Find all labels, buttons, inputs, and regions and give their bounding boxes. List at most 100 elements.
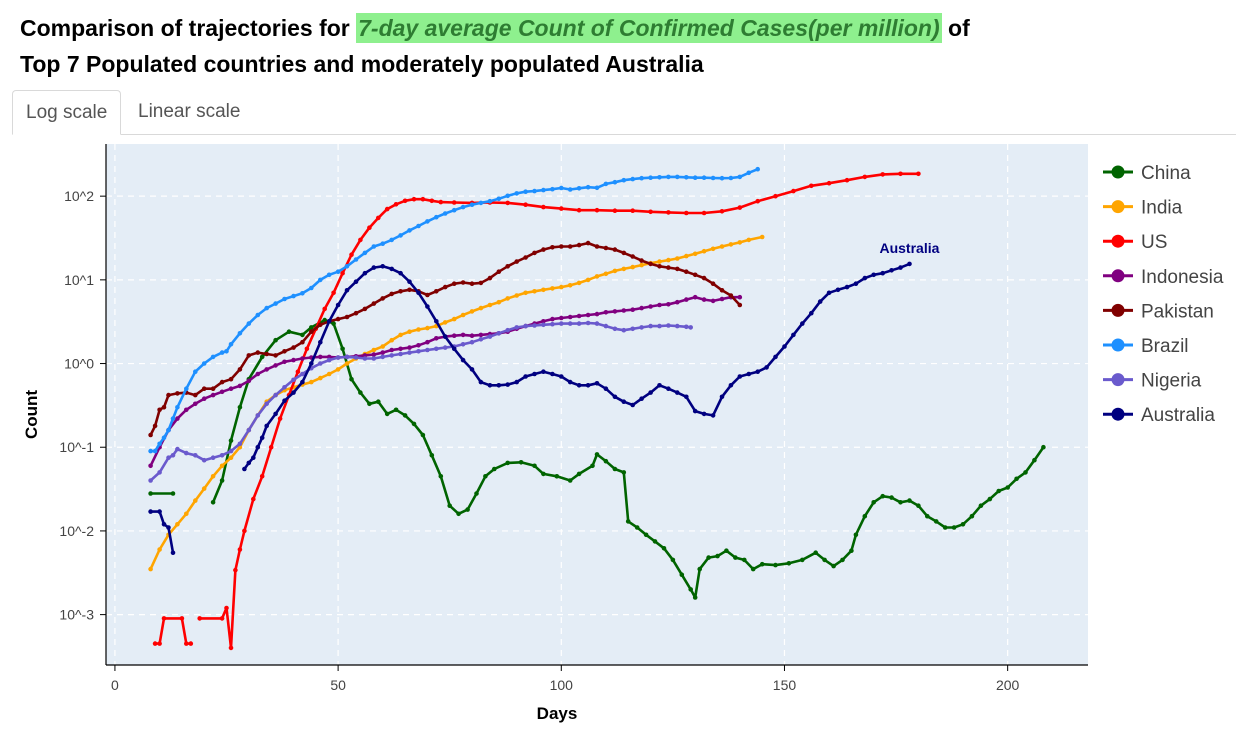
us-point (451, 200, 457, 205)
us-point (349, 252, 354, 257)
pakistan-point (291, 345, 296, 350)
pakistan-point (657, 264, 662, 269)
legend-item-china[interactable]: China (1103, 163, 1191, 184)
australia-point (451, 346, 457, 352)
australia-point (585, 383, 591, 388)
brazil-point (152, 448, 158, 454)
australia-point (344, 288, 350, 293)
australia-point (246, 460, 252, 466)
tab-linear-scale[interactable]: Linear scale (138, 101, 241, 122)
legend-item-indonesia[interactable]: Indonesia (1103, 267, 1224, 288)
us-point (259, 474, 265, 479)
us-point (237, 547, 243, 552)
pakistan-point (273, 353, 278, 358)
nigeria-point (612, 326, 618, 332)
china-point (670, 557, 676, 563)
brazil-point (612, 179, 618, 185)
us-point (880, 172, 885, 177)
us-point (791, 188, 796, 194)
brazil-point (701, 175, 707, 180)
legend-item-pakistan[interactable]: Pakistan (1103, 301, 1214, 322)
grid (106, 144, 1088, 665)
india-point (157, 547, 162, 552)
nigeria-point (326, 357, 332, 363)
legend-item-nigeria[interactable]: Nigeria (1103, 371, 1202, 392)
us-point (844, 177, 850, 183)
nigeria-point (318, 361, 323, 366)
indonesia-point (603, 310, 609, 315)
tab-log-scale[interactable]: Log scale (12, 90, 122, 135)
legend-item-brazil[interactable]: Brazil (1103, 336, 1189, 357)
india-point (523, 290, 528, 296)
us-point (331, 290, 336, 296)
australia-point (469, 367, 475, 372)
brazil-point (487, 198, 493, 204)
nigeria-point (210, 455, 216, 461)
brazil-point (559, 185, 564, 191)
australia-point (523, 374, 528, 379)
pakistan-point (666, 265, 671, 270)
australia-point (898, 265, 903, 270)
australia-point (630, 402, 635, 408)
nigeria-point (353, 355, 359, 360)
nigeria-point (273, 392, 278, 398)
nigeria-point (630, 326, 635, 332)
indonesia-point (737, 294, 743, 300)
australia-point (264, 423, 270, 429)
indonesia-point (318, 354, 323, 360)
us-point (630, 208, 635, 213)
india-point (612, 268, 618, 274)
pakistan-point (442, 284, 448, 290)
china-point (942, 525, 948, 530)
pakistan-point (728, 293, 734, 298)
china-point (1041, 444, 1046, 450)
nigeria-point (576, 321, 582, 326)
series-us (152, 171, 921, 651)
china-point (652, 539, 658, 544)
pakistan-point (710, 281, 716, 286)
brazil-point (576, 186, 582, 191)
nigeria-point (594, 321, 600, 326)
legend-item-india[interactable]: India (1103, 198, 1183, 219)
legend-label: US (1141, 232, 1167, 253)
pakistan-point (612, 247, 618, 252)
us-point (233, 567, 238, 573)
australia-point (478, 379, 484, 385)
china-point (590, 463, 595, 469)
india-point (657, 259, 662, 264)
pakistan-point (532, 250, 537, 256)
nigeria-point (567, 321, 573, 326)
pakistan-point (684, 269, 689, 274)
indonesia-point (398, 346, 403, 352)
us-point (367, 225, 372, 230)
indonesia-point (675, 299, 680, 305)
brazil-point (161, 435, 167, 441)
china-point (210, 500, 216, 505)
china-point (960, 522, 966, 527)
x-tick-label: 100 (550, 677, 574, 693)
us-point (826, 180, 832, 186)
pakistan-point (460, 280, 466, 285)
pakistan-point (719, 288, 725, 293)
china-point (724, 548, 729, 553)
china-point (871, 500, 876, 505)
legend-item-australia[interactable]: Australia (1103, 405, 1215, 426)
pakistan-point (603, 245, 609, 251)
india-point (309, 379, 314, 385)
australia-point (398, 270, 403, 276)
australia-point (273, 411, 278, 417)
pakistan-point (380, 296, 386, 301)
legend-item-us[interactable]: US (1103, 232, 1167, 253)
brazil-point (523, 189, 528, 194)
australia-annotation: Australia (879, 240, 939, 256)
us-point (505, 200, 511, 206)
pakistan-point (505, 264, 511, 269)
us-point (184, 641, 189, 646)
australia-point (514, 379, 519, 385)
china-point (429, 453, 435, 458)
pakistan-point (469, 281, 475, 286)
us-point (559, 206, 564, 211)
china-point (907, 498, 912, 503)
nigeria-point (291, 377, 296, 383)
brazil-point (175, 405, 180, 410)
